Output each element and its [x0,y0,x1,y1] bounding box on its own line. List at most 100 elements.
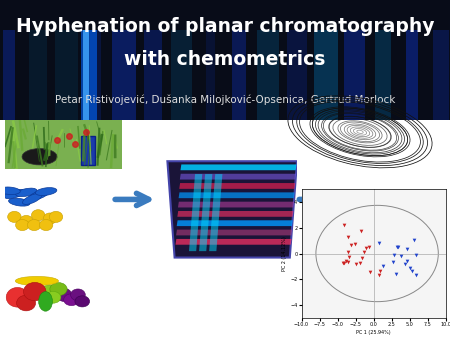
Bar [112,30,136,120]
Bar [233,30,246,120]
Polygon shape [177,220,293,226]
Point [377,268,384,274]
Point [389,260,396,265]
Bar [3,30,15,120]
Bar [81,30,97,120]
Circle shape [32,210,45,221]
Polygon shape [167,161,297,258]
Text: Hyphenation of planar chromatography: Hyphenation of planar chromatography [16,17,434,36]
Ellipse shape [0,187,20,194]
Circle shape [27,219,41,231]
Circle shape [19,215,33,226]
Point [340,222,347,228]
Ellipse shape [40,285,59,298]
Point [362,245,369,250]
Point [344,259,351,265]
Point [411,238,418,243]
Ellipse shape [39,292,53,311]
Point [412,272,419,278]
Circle shape [43,213,57,224]
Ellipse shape [45,291,61,303]
Ellipse shape [64,294,79,306]
Bar [206,30,215,120]
Ellipse shape [22,149,57,165]
Polygon shape [180,174,296,179]
Point [403,247,410,252]
Text: Petar Ristivojević, Dušanka Milojković-Opsenica, Gertrud Morlock: Petar Ristivojević, Dušanka Milojković-O… [55,94,395,105]
Polygon shape [209,174,222,251]
Point [357,228,364,234]
Bar [406,30,418,120]
Ellipse shape [9,198,30,206]
Point [376,273,383,278]
Point [347,242,355,247]
Ellipse shape [4,189,25,199]
Point [342,258,349,263]
Polygon shape [176,230,292,235]
Y-axis label: PC 2 (14.12%): PC 2 (14.12%) [282,236,287,271]
Point [407,266,414,271]
Point [357,260,364,265]
Bar [144,30,162,120]
Point [346,254,353,260]
Point [340,260,347,265]
Ellipse shape [6,288,29,307]
Ellipse shape [15,276,58,286]
Polygon shape [179,183,295,189]
Polygon shape [178,202,294,208]
Ellipse shape [56,288,72,301]
Point [340,260,347,265]
Ellipse shape [22,193,42,204]
Ellipse shape [71,289,86,301]
Circle shape [16,219,29,231]
Bar [81,136,94,165]
Point [401,261,408,267]
Point [379,263,387,269]
Bar [287,30,307,120]
Polygon shape [180,164,297,170]
Ellipse shape [50,283,67,296]
Point [366,269,373,275]
Circle shape [49,211,63,222]
Point [397,253,405,258]
Point [412,252,419,258]
Polygon shape [177,211,293,217]
Point [393,271,400,277]
Ellipse shape [23,283,46,301]
Point [365,245,373,250]
Text: with chemometrics: with chemometrics [124,50,326,70]
Circle shape [39,219,53,231]
X-axis label: PC 1 (25.94%): PC 1 (25.94%) [356,330,391,335]
Bar [83,30,89,120]
Point [390,252,397,258]
Polygon shape [199,174,212,251]
Ellipse shape [29,190,49,200]
Point [344,234,351,239]
Bar [314,30,338,120]
Ellipse shape [75,296,90,307]
Point [395,245,402,250]
Bar [375,30,392,120]
Circle shape [8,211,21,222]
Polygon shape [176,239,292,245]
Ellipse shape [36,188,57,195]
Polygon shape [179,192,295,198]
Point [352,242,359,247]
Bar [257,30,279,120]
Point [394,244,401,250]
Polygon shape [189,174,202,251]
Point [360,250,367,255]
Point [353,261,360,267]
Ellipse shape [17,295,36,311]
Point [358,255,365,261]
Ellipse shape [16,188,37,197]
Bar [344,30,365,120]
Bar [29,30,46,120]
Bar [90,30,101,120]
Bar [433,30,449,120]
Point [403,258,410,264]
Point [344,249,351,255]
Bar [55,30,78,120]
Bar [171,30,192,120]
Point [408,268,415,273]
